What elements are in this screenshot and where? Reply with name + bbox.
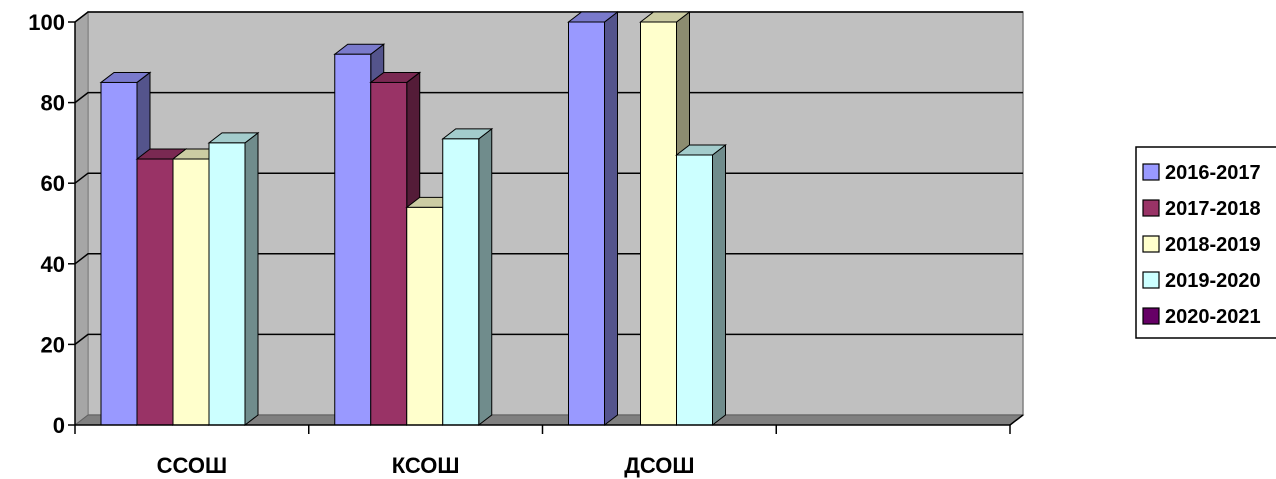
bar-front	[370, 81, 408, 426]
bar-front	[676, 154, 713, 426]
plot-side-wall	[74, 10, 89, 427]
bar-side	[478, 127, 493, 427]
legend-label: 2020-2021	[1165, 306, 1261, 328]
bar-front	[568, 21, 605, 426]
x-category-label: ССОШ	[157, 453, 227, 478]
legend-swatch	[1142, 307, 1160, 325]
bar	[369, 71, 422, 427]
legend-swatch	[1142, 271, 1160, 289]
bar-front	[406, 206, 444, 426]
legend-label: 2016-2017	[1165, 162, 1261, 184]
bar-front	[172, 158, 210, 426]
bar-front	[208, 142, 246, 426]
gridline	[74, 11, 1023, 23]
bar	[675, 143, 727, 427]
bar-side	[604, 10, 618, 427]
bar-side	[712, 143, 726, 427]
gridline	[74, 91, 1023, 104]
legend-swatch	[1142, 235, 1160, 253]
legend-label: 2018-2019	[1165, 234, 1261, 256]
legend-label: 2019-2020	[1165, 270, 1261, 292]
legend: 2016-2017 2017-2018 2018-2019 2019-2020 2020…	[1135, 146, 1276, 339]
bar-front	[100, 81, 138, 426]
y-tick-label: 20	[41, 332, 65, 357]
bar-front	[334, 53, 372, 426]
bar-front	[136, 158, 174, 426]
y-tick-label: 40	[41, 252, 65, 277]
legend-label: 2017-2018	[1165, 198, 1261, 220]
bar	[441, 127, 494, 427]
legend-swatch	[1142, 163, 1160, 181]
y-tick-label: 100	[28, 10, 65, 35]
y-tick-label: 80	[41, 91, 65, 116]
bar	[207, 131, 260, 427]
x-axis-end	[1009, 414, 1024, 426]
y-tick-label: 0	[53, 413, 65, 438]
y-tick-label: 60	[41, 171, 65, 196]
axes: 0 20 40 60 80 100 ССОШ КСОШ ДСОШ	[28, 10, 1024, 478]
bar-front	[640, 21, 677, 426]
bar	[567, 10, 619, 427]
legend-swatch	[1142, 199, 1160, 217]
x-category-label: КСОШ	[392, 453, 460, 478]
x-category-label: ДСОШ	[624, 453, 694, 478]
bar-front	[442, 138, 480, 426]
bar-side	[244, 131, 259, 427]
